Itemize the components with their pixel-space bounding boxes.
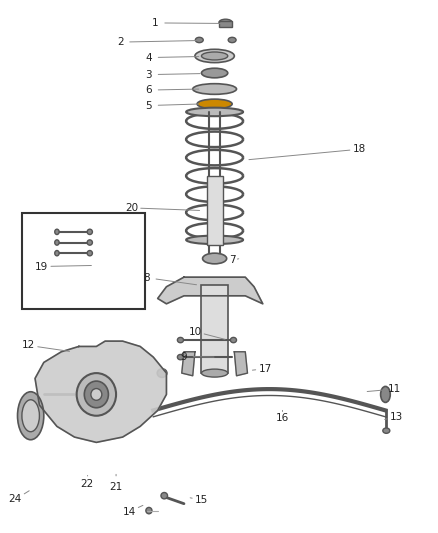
Ellipse shape <box>22 400 39 432</box>
Ellipse shape <box>77 373 116 416</box>
Ellipse shape <box>18 392 44 440</box>
Text: 3: 3 <box>145 70 152 79</box>
Ellipse shape <box>195 49 234 63</box>
Ellipse shape <box>186 236 243 244</box>
Ellipse shape <box>383 428 390 433</box>
Ellipse shape <box>201 52 228 60</box>
Text: 22: 22 <box>80 479 93 489</box>
Ellipse shape <box>186 108 243 116</box>
Text: 4: 4 <box>145 53 152 62</box>
Text: 12: 12 <box>22 341 35 350</box>
Text: 1: 1 <box>152 18 159 28</box>
Bar <box>219 21 232 27</box>
Ellipse shape <box>146 507 152 514</box>
Text: 18: 18 <box>353 144 366 154</box>
Text: 10: 10 <box>188 327 201 336</box>
Ellipse shape <box>201 68 228 78</box>
Text: 2: 2 <box>117 37 124 47</box>
Ellipse shape <box>201 369 228 377</box>
Text: 7: 7 <box>229 255 236 265</box>
Text: 13: 13 <box>390 412 403 422</box>
Text: 11: 11 <box>388 384 401 394</box>
Ellipse shape <box>91 389 102 400</box>
Text: 8: 8 <box>143 273 150 282</box>
Ellipse shape <box>87 251 92 256</box>
Ellipse shape <box>87 229 92 235</box>
Text: 17: 17 <box>258 364 272 374</box>
Text: 14: 14 <box>123 507 136 516</box>
Ellipse shape <box>202 253 227 264</box>
Text: 5: 5 <box>145 101 152 110</box>
Ellipse shape <box>230 337 237 343</box>
Ellipse shape <box>55 240 59 245</box>
Ellipse shape <box>228 37 236 43</box>
Polygon shape <box>234 352 247 376</box>
Text: 6: 6 <box>145 85 152 95</box>
Bar <box>207 176 223 245</box>
Text: 15: 15 <box>195 495 208 505</box>
Ellipse shape <box>55 229 59 235</box>
Polygon shape <box>35 341 166 442</box>
Text: 20: 20 <box>125 203 138 213</box>
Ellipse shape <box>193 84 237 94</box>
Text: 21: 21 <box>110 482 123 491</box>
Ellipse shape <box>177 354 184 360</box>
Text: 9: 9 <box>180 352 187 361</box>
Polygon shape <box>158 277 263 304</box>
Bar <box>22 213 145 309</box>
Ellipse shape <box>177 337 184 343</box>
Text: 24: 24 <box>9 495 22 504</box>
Ellipse shape <box>219 19 232 26</box>
Ellipse shape <box>84 381 109 408</box>
Ellipse shape <box>381 386 390 402</box>
Text: 19: 19 <box>35 262 48 271</box>
Bar <box>201 285 228 373</box>
Ellipse shape <box>161 492 167 499</box>
Ellipse shape <box>55 251 59 256</box>
Ellipse shape <box>157 369 167 377</box>
Ellipse shape <box>195 37 203 43</box>
Ellipse shape <box>87 240 92 245</box>
Text: 16: 16 <box>276 414 289 423</box>
Ellipse shape <box>197 99 232 109</box>
Polygon shape <box>182 352 195 376</box>
